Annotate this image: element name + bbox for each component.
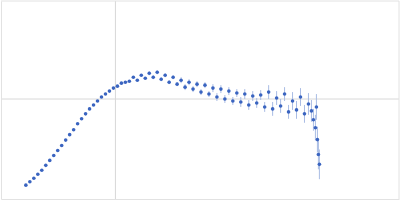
grid — [1, 1, 399, 199]
point — [318, 163, 322, 167]
point — [112, 86, 116, 90]
point — [317, 153, 321, 157]
point — [219, 87, 223, 91]
point — [263, 105, 267, 109]
point — [96, 99, 100, 103]
grid-line — [1, 99, 399, 100]
point — [195, 82, 199, 86]
point — [36, 172, 40, 176]
frame — [1, 1, 399, 2]
point — [60, 144, 64, 148]
axis-line — [1, 2, 2, 200]
point — [139, 73, 143, 77]
point — [44, 164, 48, 168]
point — [231, 99, 235, 103]
point — [56, 149, 60, 153]
error-bars — [26, 70, 320, 185]
point — [155, 70, 159, 74]
point — [40, 168, 44, 172]
point — [207, 92, 211, 96]
plot-area — [24, 70, 321, 187]
point — [48, 159, 52, 163]
point — [191, 87, 195, 91]
point — [295, 108, 299, 112]
point — [108, 89, 112, 93]
point — [163, 73, 167, 77]
point — [124, 80, 128, 84]
point — [151, 75, 155, 79]
point — [64, 138, 68, 142]
point — [283, 92, 287, 96]
axis-line — [2, 199, 400, 200]
point — [143, 76, 147, 80]
grid-line — [115, 1, 116, 199]
point — [120, 81, 124, 85]
y-axis — [1, 2, 3, 200]
point — [251, 94, 255, 98]
point — [310, 109, 314, 113]
point — [235, 91, 239, 95]
point — [279, 104, 283, 108]
point — [24, 183, 28, 187]
point — [215, 95, 219, 99]
point — [52, 154, 56, 158]
point — [315, 105, 319, 109]
point — [316, 138, 320, 142]
point — [223, 97, 227, 101]
point — [312, 118, 316, 122]
point — [203, 83, 207, 87]
point — [199, 90, 203, 94]
point — [179, 78, 183, 82]
point — [211, 86, 215, 90]
point — [275, 96, 279, 100]
point — [76, 122, 80, 126]
point — [147, 71, 151, 75]
point — [116, 84, 120, 88]
point — [159, 77, 163, 81]
point — [299, 95, 303, 99]
chart — [0, 0, 400, 200]
point — [187, 80, 191, 84]
point — [291, 99, 295, 103]
point — [227, 89, 231, 93]
point — [32, 176, 36, 180]
point — [183, 85, 187, 89]
point — [243, 92, 247, 96]
point — [132, 75, 136, 79]
points — [24, 70, 321, 186]
point — [314, 126, 318, 130]
point — [68, 133, 72, 137]
point — [287, 110, 291, 114]
point — [239, 100, 243, 104]
x-axis — [2, 199, 400, 200]
point — [303, 112, 307, 116]
frame — [399, 1, 400, 199]
point — [267, 90, 271, 94]
point — [136, 78, 140, 82]
point — [84, 112, 88, 116]
point — [171, 75, 175, 79]
point — [104, 92, 108, 96]
point — [28, 180, 32, 184]
point — [247, 103, 251, 107]
point — [259, 93, 263, 97]
point — [72, 128, 76, 132]
point — [100, 95, 104, 99]
point — [167, 80, 171, 84]
point — [88, 107, 92, 111]
point — [80, 117, 84, 121]
point — [128, 79, 132, 83]
point — [255, 101, 259, 105]
point — [307, 102, 311, 106]
point — [175, 82, 179, 86]
point — [92, 103, 96, 107]
point — [271, 107, 275, 111]
